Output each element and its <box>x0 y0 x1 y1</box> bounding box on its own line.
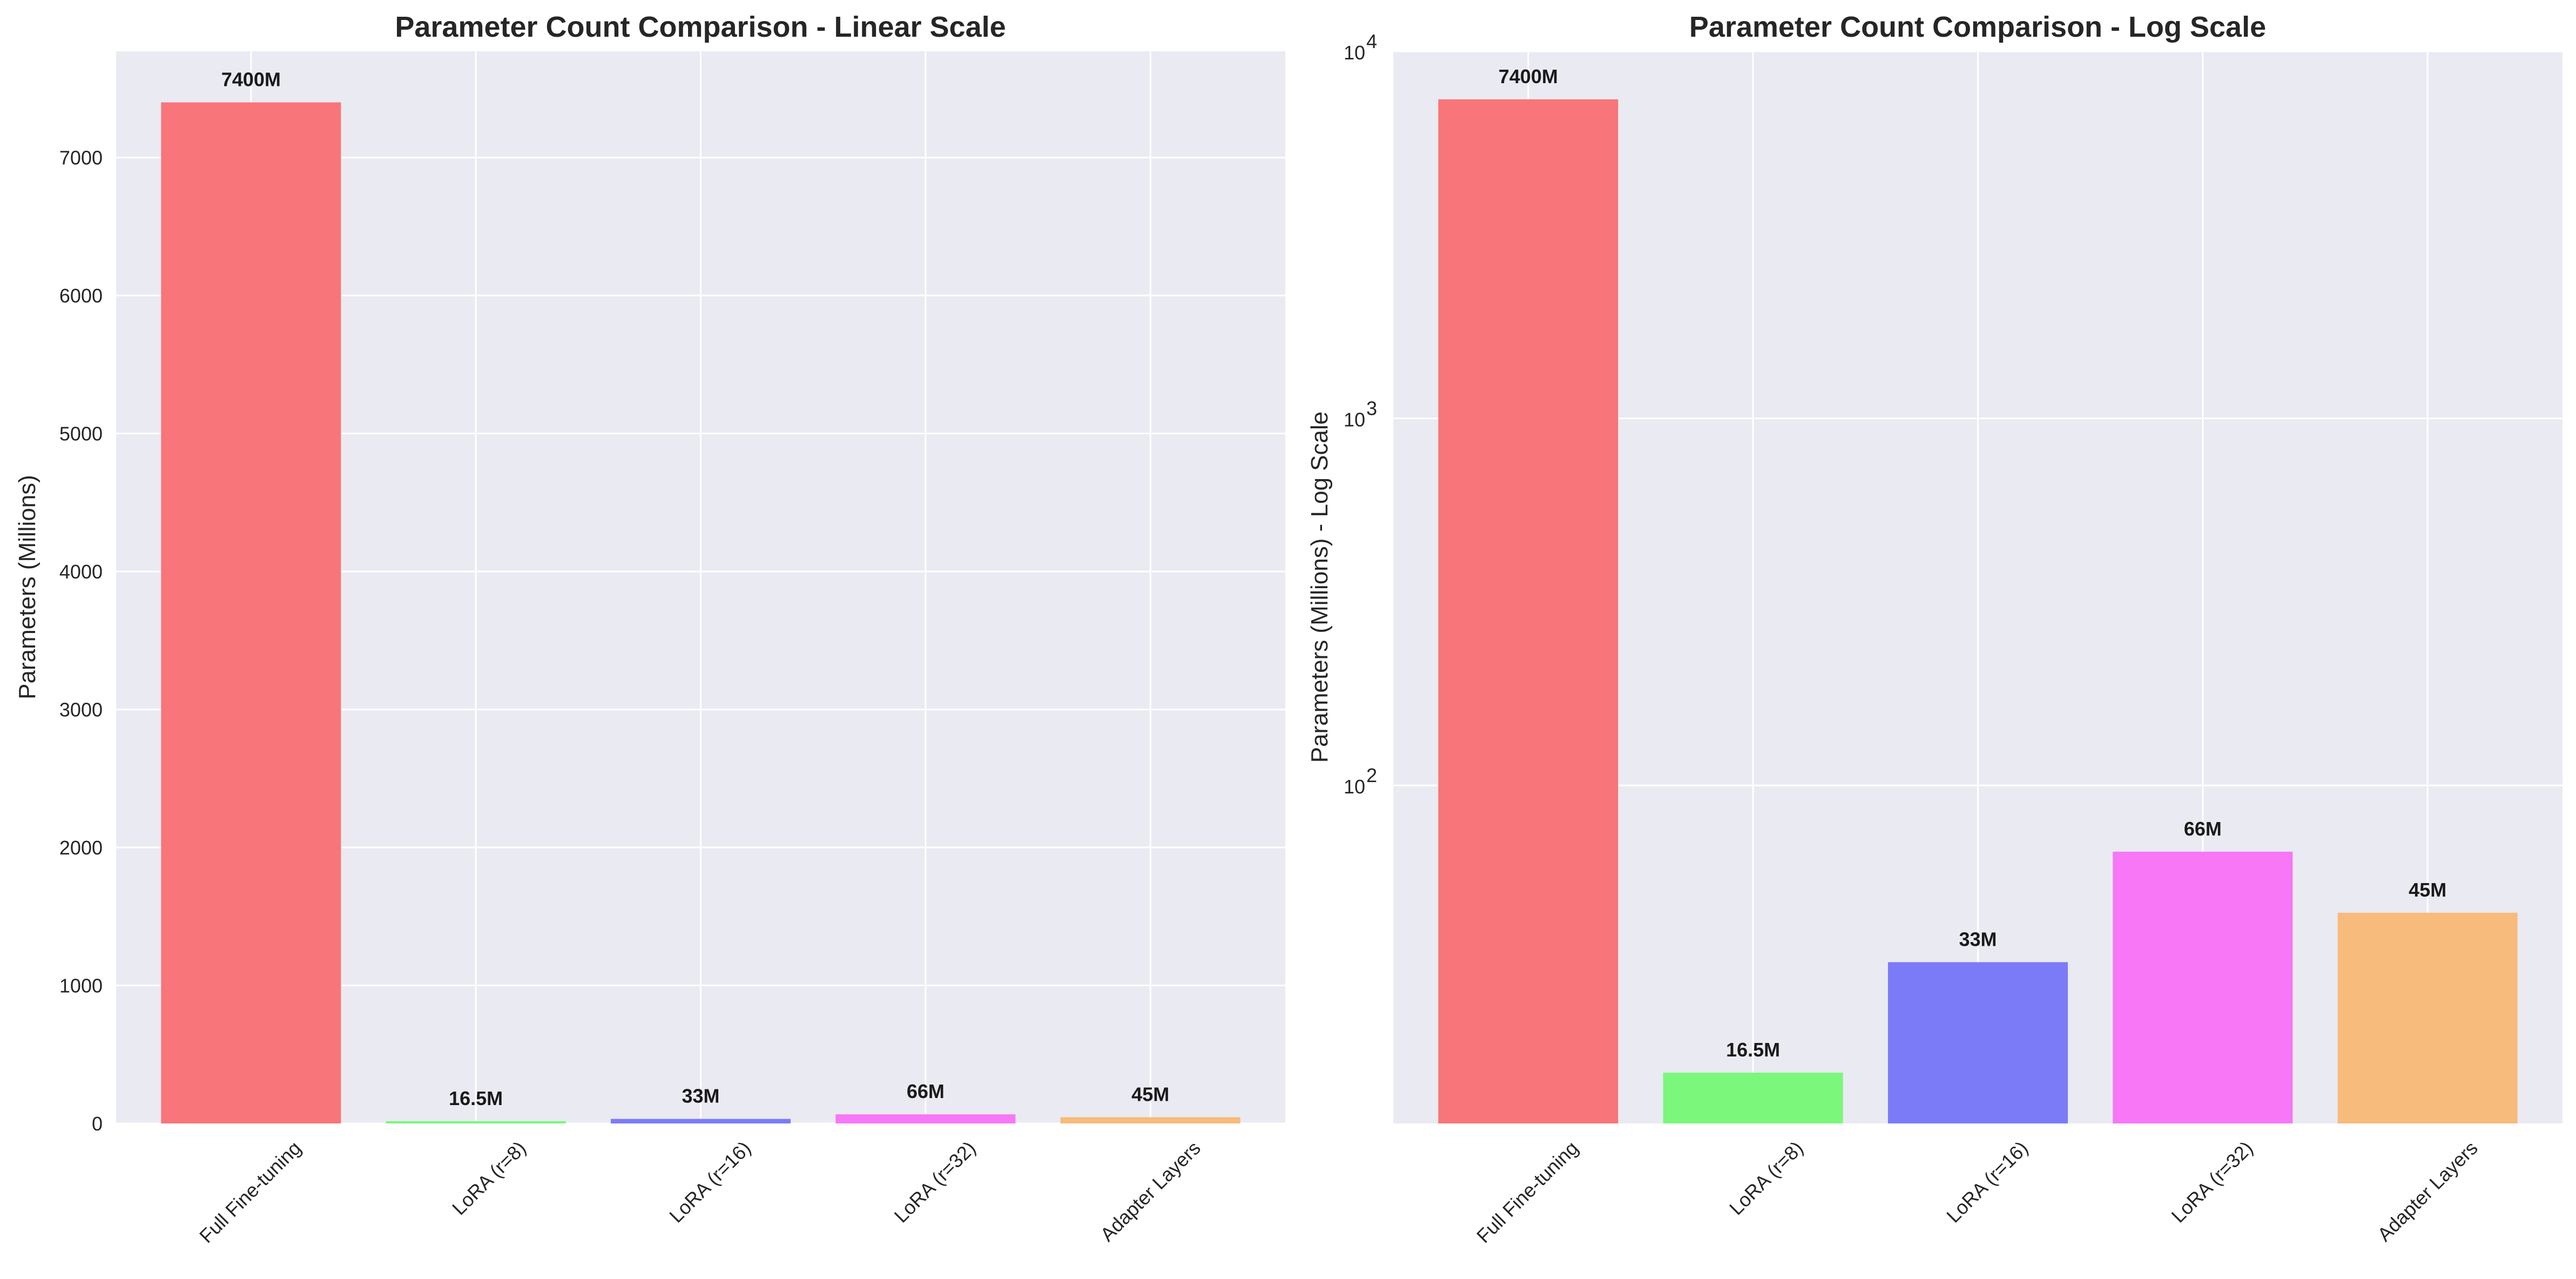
bars <box>1438 99 2518 1124</box>
y-tick-label: 10 <box>1344 776 1365 798</box>
x-tick-label: LoRA (r=32) <box>2167 1137 2257 1227</box>
x-tick-label: LoRA (r=8) <box>448 1137 530 1220</box>
linear-scale-chart: 7400M 16.5M 33M 66M 45M 0 1000 2000 3000 4000 500… <box>14 11 1285 1247</box>
bar <box>835 1114 1016 1123</box>
chart-title: Parameter Count Comparison - Linear Scal… <box>395 11 1006 43</box>
y-tick-label: 7000 <box>59 147 103 169</box>
y-tick-exponent: 2 <box>1366 764 1377 786</box>
y-tick-label: 0 <box>92 1113 103 1135</box>
bar-value-label: 45M <box>2409 879 2446 901</box>
x-tick-label: LoRA (r=8) <box>1725 1137 1808 1220</box>
bar <box>1060 1117 1240 1123</box>
bar <box>2337 912 2518 1123</box>
x-tick-label: LoRA (r=16) <box>665 1137 755 1227</box>
bar <box>161 102 341 1123</box>
bar-value-label: 16.5M <box>449 1087 503 1109</box>
value-labels: 7400M 16.5M 33M 66M 45M <box>1499 65 2446 1061</box>
bar <box>1663 1073 1843 1123</box>
bar <box>610 1119 791 1123</box>
bar <box>1887 962 2068 1123</box>
bar-value-label: 16.5M <box>1726 1039 1780 1061</box>
bar-value-label: 45M <box>1131 1083 1169 1106</box>
y-tick-label: 6000 <box>59 285 103 307</box>
bar-value-label: 33M <box>682 1085 719 1107</box>
y-ticks: 0 1000 2000 3000 4000 5000 6000 7000 <box>59 147 103 1135</box>
chart-title: Parameter Count Comparison - Log Scale <box>1689 11 2266 43</box>
bar-value-label: 33M <box>1959 928 1997 950</box>
value-labels: 7400M 16.5M 33M 66M 45M <box>221 69 1169 1109</box>
bar-value-label: 66M <box>907 1080 945 1102</box>
bar <box>386 1121 566 1123</box>
y-tick-label: 3000 <box>59 699 103 721</box>
y-tick-label: 1000 <box>59 975 103 997</box>
y-axis-label: Parameters (Millions) <box>14 475 41 699</box>
y-tick-label: 2000 <box>59 837 103 859</box>
bar-value-label: 7400M <box>1499 65 1558 87</box>
bar-value-label: 66M <box>2184 818 2222 840</box>
y-tick-exponent: 3 <box>1366 398 1377 420</box>
y-axis-label: Parameters (Millions) - Log Scale <box>1306 412 1333 763</box>
bar <box>2113 851 2293 1123</box>
y-tick-label: 10 <box>1344 42 1365 64</box>
y-tick-label: 10 <box>1344 409 1365 431</box>
y-tick-exponent: 4 <box>1366 30 1377 52</box>
x-ticks: Full Fine-tuning LoRA (r=8) LoRA (r=16) LoR… <box>195 1137 1205 1247</box>
y-tick-label: 5000 <box>59 423 103 445</box>
bar-value-label: 7400M <box>221 69 281 91</box>
x-tick-label: Adapter Layers <box>1096 1137 1205 1246</box>
x-tick-label: LoRA (r=16) <box>1942 1137 2032 1227</box>
y-tick-label: 4000 <box>59 561 103 583</box>
x-tick-label: Adapter Layers <box>2373 1137 2482 1246</box>
x-tick-label: Full Fine-tuning <box>1472 1137 1582 1247</box>
x-ticks: Full Fine-tuning LoRA (r=8) LoRA (r=16) LoR… <box>1472 1137 2482 1247</box>
x-tick-label: Full Fine-tuning <box>195 1137 305 1247</box>
bar <box>1438 99 1619 1124</box>
x-tick-label: LoRA (r=32) <box>890 1137 980 1227</box>
bars <box>161 102 1240 1123</box>
